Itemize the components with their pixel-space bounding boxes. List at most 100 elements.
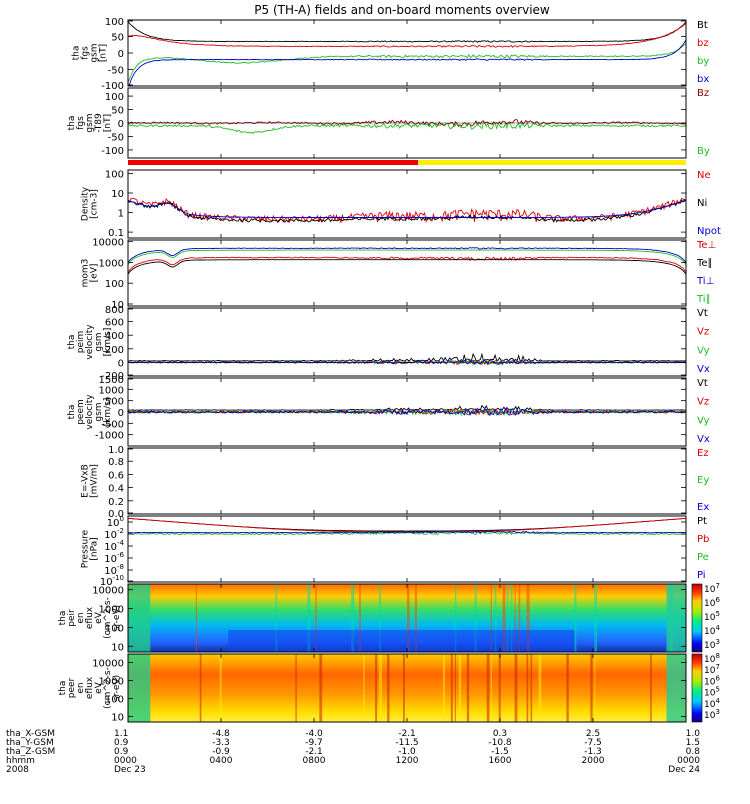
spectrogram-stripe — [387, 654, 390, 722]
x-tick-label: 0800 — [303, 756, 326, 766]
trace-fgs-bx — [127, 39, 687, 87]
y-tick-label: 0.0 — [108, 509, 124, 520]
spectrogram-stripe — [594, 584, 597, 652]
spectrogram-stripe — [590, 654, 593, 722]
x-tick-label: -4.0 — [305, 729, 323, 739]
x-tick-label: Dec 23 — [114, 765, 146, 775]
colorbar-label-exp: 6 — [715, 596, 720, 604]
spectrogram-stripe — [442, 654, 445, 722]
y-tick-label: 10 — [111, 300, 124, 311]
legend-temperature-0: Te⊥ — [696, 240, 716, 251]
y-tick-label: 10000 — [92, 238, 124, 249]
trace-fgs-by — [127, 43, 687, 83]
y-axis-label: [nPa] — [90, 537, 100, 560]
y-tick-label-exp: -2 — [117, 527, 124, 535]
y-tick-label: 0 — [118, 358, 124, 369]
x-tick-label: 1.0 — [686, 729, 701, 739]
colorbar-label: 103 — [704, 708, 720, 721]
y-tick-label: 100 — [105, 169, 124, 180]
spectrogram-stripe — [506, 584, 509, 652]
colorbar-label-exp: 4 — [715, 697, 720, 705]
mode-bar-fast — [128, 160, 419, 165]
y-axis-label: gsm — [94, 332, 104, 351]
spectrogram-stripe — [379, 654, 383, 722]
spectrogram-edge-left — [128, 654, 151, 722]
panel-density — [127, 169, 687, 239]
y-tick-label: 200 — [105, 345, 124, 356]
y-tick-label: 10000 — [92, 659, 124, 670]
x-tick-label: -1.5 — [491, 747, 509, 757]
spectrogram-stripe — [379, 584, 381, 652]
colorbar-label-exp: 4 — [715, 624, 720, 632]
y-axis-label: en — [76, 612, 86, 623]
legend-fgs_t89-0: Bz — [697, 88, 709, 99]
trace-density-Npot — [127, 199, 687, 218]
y-tick-label-exp: -10 — [113, 574, 124, 582]
y-tick-label: 100 — [105, 623, 124, 634]
x-row-label: hhmm — [6, 756, 35, 766]
panel-peim_velocity — [127, 307, 687, 377]
y-tick-label: 1000 — [99, 677, 124, 688]
trace-peim_velocity-Vt — [127, 352, 687, 362]
trace-density-Ni — [127, 199, 687, 223]
y-axis-label: velocity — [85, 324, 95, 360]
y-axis-label: [nT] — [103, 114, 113, 132]
y-axis-label: (cm^2-s- — [103, 597, 113, 639]
legend-efield-2: Ex — [697, 502, 709, 513]
y-tick-label-exp: -4 — [117, 539, 125, 547]
legend-efield-1: Ey — [697, 475, 709, 486]
y-axis-label: fgs — [76, 116, 86, 130]
x-tick-label: 1600 — [489, 756, 512, 766]
trace-temperature-Te∥ — [127, 259, 687, 275]
y-tick-label: 0.4 — [108, 484, 124, 495]
y-tick-label: 10000 — [92, 586, 124, 597]
frames-layer — [127, 19, 703, 723]
x-tick-label: 0.3 — [493, 729, 507, 739]
x-tick-label: 0000 — [114, 756, 137, 766]
y-axis-label: eV — [94, 611, 104, 624]
spectrogram-layer — [128, 584, 686, 722]
y-axis-label: [km/s] — [103, 398, 113, 427]
spectrogram-stripe — [414, 584, 417, 652]
y-axis-label: [eV] — [90, 264, 100, 283]
y-tick-label: 100 — [105, 695, 124, 706]
x-tick-label: 2000 — [582, 756, 605, 766]
y-tick-label: 100 — [105, 92, 124, 103]
x-row-label: 2008 — [6, 765, 29, 775]
trace-fgs_t89-By — [127, 121, 687, 134]
legend-peem_velocity-3: Vx — [697, 434, 710, 445]
spectrogram-stripe — [490, 584, 492, 652]
traces-layer — [127, 21, 687, 536]
x-tick-label: 2.5 — [586, 729, 600, 739]
y-axis-label: Pressure — [81, 529, 91, 568]
trace-temperature-Ti⊥ — [127, 247, 687, 264]
spectrogram-stripe — [518, 584, 521, 652]
y-tick-label: 1 — [118, 209, 124, 220]
x-tick-label: -0.9 — [212, 747, 230, 757]
y-axis-label: gsm — [85, 113, 95, 132]
x-row-label: tha_X-GSM — [6, 729, 55, 739]
y-tick-label: -50 — [108, 132, 124, 143]
y-tick-label: 400 — [105, 331, 124, 342]
colorbar-label-exp: 3 — [715, 708, 719, 716]
spectrogram-stripe — [454, 584, 457, 652]
y-tick-label: 1000 — [99, 385, 124, 396]
y-tick-label: 50 — [111, 33, 124, 44]
legend-pressure-3: Pi — [697, 570, 706, 581]
spectrogram-stripe — [566, 654, 569, 722]
y-axis-label: peim — [76, 331, 86, 354]
y-tick-label: -100 — [101, 146, 124, 157]
x-row-label: tha_Z-GSM — [6, 747, 55, 757]
y-axis-label: [mV/m] — [90, 464, 100, 498]
x-tick-label: 1.1 — [114, 729, 128, 739]
x-row-label: tha_Y-GSM — [6, 738, 54, 748]
x-tick-label: -2.1 — [305, 747, 323, 757]
spectrogram-stripe — [407, 584, 410, 652]
y-axis-label: (cm^2-s- — [103, 667, 113, 709]
y-tick-label: 0.2 — [108, 497, 124, 508]
legend-fgs-1: bz — [697, 38, 709, 49]
y-axis-label: peir — [67, 609, 77, 627]
x-tick-label: 1.5 — [686, 738, 700, 748]
